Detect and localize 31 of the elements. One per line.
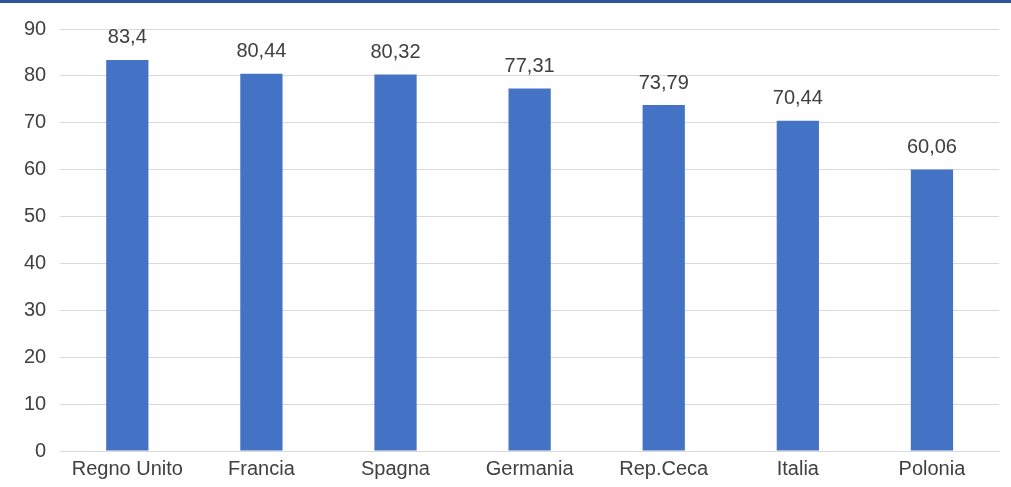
y-tick-label: 90	[24, 16, 47, 39]
x-tick-label: Polonia	[898, 456, 967, 479]
bar	[106, 59, 149, 451]
y-tick-label: 10	[24, 391, 47, 414]
y-tick-label: 70	[24, 110, 47, 133]
y-tick-label: 60	[24, 157, 47, 180]
y-tick-label: 80	[24, 63, 47, 86]
data-label: 77,31	[504, 54, 555, 77]
bar	[240, 73, 283, 451]
x-tick-label: Francia	[228, 456, 296, 479]
y-tick-label: 50	[24, 204, 47, 227]
y-tick-label: 40	[24, 250, 47, 273]
bar	[642, 105, 685, 451]
x-tick-label: Germania	[485, 456, 575, 479]
bar	[776, 120, 819, 451]
bar	[910, 169, 954, 451]
x-tick-label: Italia	[776, 456, 820, 479]
y-tick-label: 20	[24, 344, 47, 367]
data-label: 83,4	[107, 25, 147, 48]
data-label: 73,79	[638, 70, 689, 93]
bar	[508, 88, 551, 451]
x-tick-label: Rep.Ceca	[619, 456, 710, 479]
x-tick-label: Spagna	[361, 456, 431, 479]
x-tick-label: Regno Unito	[71, 456, 183, 479]
data-label: 80,44	[236, 39, 287, 62]
data-label: 60,06	[906, 134, 957, 157]
bar	[374, 74, 417, 451]
y-tick-label: 0	[35, 438, 47, 461]
y-tick-label: 30	[24, 297, 47, 320]
data-label: 80,32	[370, 39, 421, 62]
data-label: 70,44	[772, 86, 823, 109]
